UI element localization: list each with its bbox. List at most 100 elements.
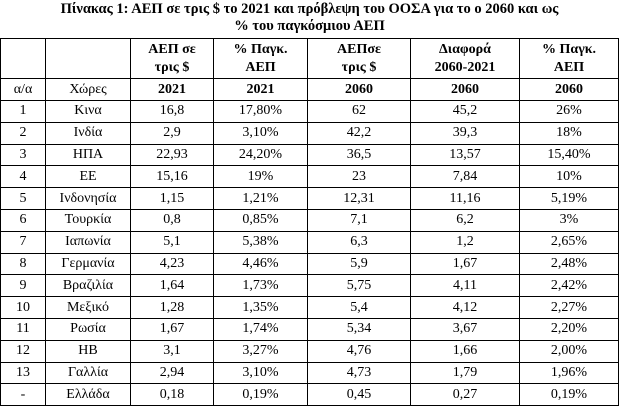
- data-row: 5 Ινδονησία 1,15 1,21% 12,31 11,16 5,19%: [0, 187, 619, 210]
- value-cell: 4,46%: [213, 252, 308, 276]
- country-cell: Γαλλία: [45, 361, 131, 385]
- value-cell: 1,79: [410, 361, 520, 385]
- column-header: ΑΕΠσε τρις $: [307, 38, 411, 79]
- column-header: Διαφορά 2060-2021: [410, 38, 520, 79]
- country-cell: Τουρκία: [45, 208, 131, 232]
- value-cell: 11,16: [410, 187, 520, 210]
- data-row: 8 Γερμανία 4,23 4,46% 5,9 1,67 2,48%: [0, 252, 619, 276]
- country-cell: Ρωσία: [45, 317, 131, 341]
- data-row: 9 Βραζιλία 1,64 1,73% 5,75 4,11 2,42%: [0, 274, 619, 298]
- value-cell: 4,12: [410, 296, 520, 319]
- value-cell: 0,19%: [213, 383, 308, 406]
- header-row: α/α Χώρες 2021 2021 2060 2060 2060: [0, 78, 619, 101]
- header-line: ΑΕΠσε: [337, 41, 381, 57]
- year-header: 2021: [130, 78, 214, 101]
- value-cell: 0,18: [130, 383, 214, 406]
- index-cell: 12: [0, 339, 46, 363]
- index-cell: 13: [0, 361, 46, 385]
- value-cell: 5,38%: [213, 230, 308, 254]
- value-cell: 5,9: [307, 252, 411, 276]
- data-row: 11 Ρωσία 1,67 1,74% 5,34 3,67 2,20%: [0, 317, 619, 341]
- header-line: ΑΕΠ: [553, 59, 585, 75]
- header-line: τρις $: [154, 59, 190, 75]
- value-cell: 4,73: [307, 361, 411, 385]
- header-line: τρις $: [341, 59, 377, 75]
- value-cell: 1,73%: [213, 274, 308, 298]
- year-header: 2060: [519, 78, 619, 101]
- title-line: Πίνακας 1: ΑΕΠ σε τρις $ το 2021 και πρό…: [60, 1, 559, 17]
- country-cell: Ινδονησία: [45, 187, 131, 210]
- value-cell: 4,76: [307, 339, 411, 363]
- value-cell: 3%: [519, 208, 619, 232]
- value-cell: 15,40%: [519, 143, 619, 167]
- value-cell: 7,1: [307, 208, 411, 232]
- table-title: Πίνακας 1: ΑΕΠ σε τρις $ το 2021 και πρό…: [0, 0, 619, 38]
- value-cell: 4,11: [410, 274, 520, 298]
- value-cell: 19%: [213, 165, 308, 189]
- data-row: 3 ΗΠΑ 22,93 24,20% 36,5 13,57 15,40%: [0, 143, 619, 167]
- value-cell: 17,80%: [213, 100, 308, 123]
- value-cell: 2,27%: [519, 296, 619, 319]
- country-cell: ΗΒ: [45, 339, 131, 363]
- index-cell: 10: [0, 296, 46, 319]
- header-line: Διαφορά: [439, 41, 491, 57]
- value-cell: 22,93: [130, 143, 214, 167]
- data-row: 4 ΕΕ 15,16 19% 23 7,84 10%: [0, 165, 619, 189]
- value-cell: 2,65%: [519, 230, 619, 254]
- empty-cell: [0, 38, 46, 79]
- value-cell: 23: [307, 165, 411, 189]
- value-cell: 36,5: [307, 143, 411, 167]
- value-cell: 2,9: [130, 121, 214, 145]
- value-cell: 1,64: [130, 274, 214, 298]
- value-cell: 13,57: [410, 143, 520, 167]
- index-cell: 2: [0, 121, 46, 145]
- value-cell: 5,4: [307, 296, 411, 319]
- value-cell: 3,27%: [213, 339, 308, 363]
- value-cell: 16,8: [130, 100, 214, 123]
- data-table: ΑΕΠ σε τρις $ % Παγκ. ΑΕΠ ΑΕΠσε τρις $ Διαφορά…: [0, 38, 619, 406]
- value-cell: 4,23: [130, 252, 214, 276]
- value-cell: 1,35%: [213, 296, 308, 319]
- year-header: 2021: [213, 78, 308, 101]
- value-cell: 5,75: [307, 274, 411, 298]
- column-header: ΑΕΠ σε τρις $: [130, 38, 214, 79]
- data-row: 2 Ινδία 2,9 3,10% 42,2 39,3 18%: [0, 121, 619, 145]
- value-cell: 5,19%: [519, 187, 619, 210]
- value-cell: 1,67: [130, 317, 214, 341]
- country-cell: Ινδία: [45, 121, 131, 145]
- data-row: 12 ΗΒ 3,1 3,27% 4,76 1,66 2,00%: [0, 339, 619, 363]
- country-cell: ΕΕ: [45, 165, 131, 189]
- value-cell: 10%: [519, 165, 619, 189]
- value-cell: 2,48%: [519, 252, 619, 276]
- country-header: Χώρες: [45, 78, 131, 101]
- value-cell: 1,28: [130, 296, 214, 319]
- index-cell: 9: [0, 274, 46, 298]
- value-cell: 5,34: [307, 317, 411, 341]
- value-cell: 3,10%: [213, 361, 308, 385]
- header-line: ΑΕΠ σε: [148, 41, 196, 57]
- header-line: % Παγκ.: [233, 41, 288, 57]
- index-header: α/α: [0, 78, 46, 101]
- value-cell: 6,3: [307, 230, 411, 254]
- index-cell: -: [0, 383, 46, 406]
- value-cell: 2,00%: [519, 339, 619, 363]
- data-row: 13 Γαλλία 2,94 3,10% 4,73 1,79 1,96%: [0, 361, 619, 385]
- data-row: 10 Μεξικό 1,28 1,35% 5,4 4,12 2,27%: [0, 296, 619, 319]
- value-cell: 45,2: [410, 100, 520, 123]
- index-cell: 4: [0, 165, 46, 189]
- title-line: % του παγκόσμιου ΑΕΠ: [234, 18, 385, 34]
- column-header: % Παγκ. ΑΕΠ: [213, 38, 308, 79]
- year-header: 2060: [410, 78, 520, 101]
- country-cell: ΗΠΑ: [45, 143, 131, 167]
- country-cell: Ιαπωνία: [45, 230, 131, 254]
- value-cell: 1,96%: [519, 361, 619, 385]
- value-cell: 12,31: [307, 187, 411, 210]
- index-cell: 5: [0, 187, 46, 210]
- value-cell: 39,3: [410, 121, 520, 145]
- value-cell: 1,15: [130, 187, 214, 210]
- value-cell: 2,20%: [519, 317, 619, 341]
- index-cell: 6: [0, 208, 46, 232]
- country-cell: Βραζιλία: [45, 274, 131, 298]
- value-cell: 26%: [519, 100, 619, 123]
